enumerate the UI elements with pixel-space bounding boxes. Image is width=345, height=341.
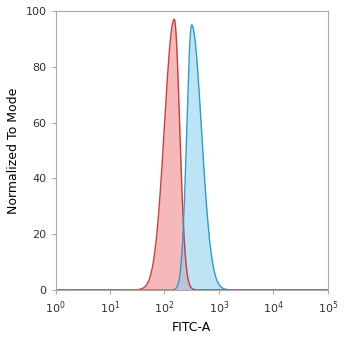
Y-axis label: Normalized To Mode: Normalized To Mode [7, 87, 20, 213]
X-axis label: FITC-A: FITC-A [172, 321, 211, 334]
